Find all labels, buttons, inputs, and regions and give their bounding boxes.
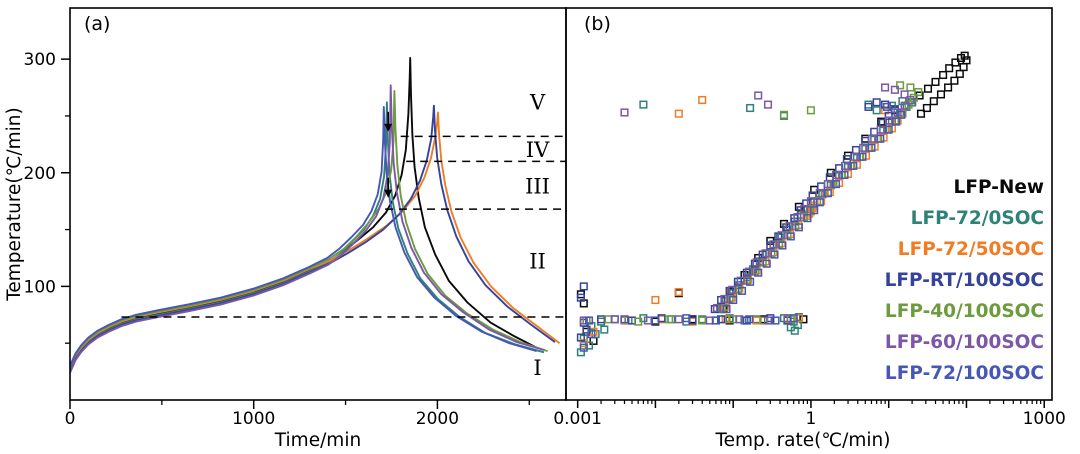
legend-item-lfp-72-0soc: LFP-72/0SOC	[911, 208, 1044, 229]
panel-b-frame	[565, 7, 1053, 401]
panel-a-x-axis-title: Time/min	[274, 430, 361, 451]
scatter-lfp-40-100soc	[582, 81, 923, 326]
stage-label-ii: II	[529, 249, 546, 273]
onset-arrow-icon	[384, 177, 393, 198]
curve-lfp-rt-100soc	[70, 104, 556, 372]
scatter-lfp-72-50soc	[579, 95, 907, 348]
y-tick-label: 300	[24, 50, 56, 70]
legend-item-lfp-72-50soc: LFP-72/50SOC	[898, 239, 1044, 260]
scatter-lfp-rt-100soc	[576, 98, 899, 342]
panel-a-plot-area	[70, 57, 566, 374]
curve-lfp-72-100soc	[70, 105, 537, 367]
panel-a-x-tick-label: 0	[65, 409, 76, 429]
stage-label-iv: IV	[526, 138, 550, 162]
panel-b-x-tick-label: 0.001	[553, 409, 602, 429]
onset-arrow-icon	[384, 111, 393, 132]
legend-item-lfp-72-100soc: LFP-72/100SOC	[885, 363, 1044, 384]
legend-item-lfp-60-100soc: LFP-60/100SOC	[885, 332, 1044, 353]
panel-b-x-tick-label: 1	[806, 409, 817, 429]
scatter-lfp-60-100soc	[579, 83, 915, 325]
y-tick-label: 200	[24, 164, 56, 184]
curve-lfp-new	[70, 57, 538, 370]
panel-a-letter: (a)	[84, 13, 110, 35]
y-tick-label: 100	[24, 277, 56, 297]
panel-b-plot-area	[576, 51, 971, 357]
y-axis-title: Temperature(℃/min)	[4, 107, 25, 302]
legend-item-lfp-rt-100soc: LFP-RT/100SOC	[885, 270, 1044, 291]
stage-label-i: I	[533, 356, 541, 380]
curve-lfp-72-0soc	[70, 101, 545, 371]
panel-b-x-axis-title: Temp. rate(℃/min)	[715, 430, 891, 451]
scatter-lfp-72-100soc	[579, 102, 906, 352]
panel-a-x-tick-label: 1000	[232, 409, 275, 429]
stage-label-iii: III	[525, 174, 550, 198]
curve-lfp-72-50soc	[70, 111, 561, 369]
panel-a-frame	[69, 7, 567, 401]
panel-b-letter: (b)	[584, 13, 611, 35]
curve-lfp-60-100soc	[70, 84, 545, 374]
panel-a-x-tick-label: 2000	[416, 409, 459, 429]
stage-label-v: V	[529, 90, 546, 114]
legend-item-lfp-new: LFP-New	[954, 177, 1044, 198]
panel-b-x-tick-label: 1000	[1023, 409, 1066, 429]
curve-lfp-40-100soc	[70, 89, 548, 368]
legend-item-lfp-40-100soc: LFP-40/100SOC	[885, 301, 1044, 322]
